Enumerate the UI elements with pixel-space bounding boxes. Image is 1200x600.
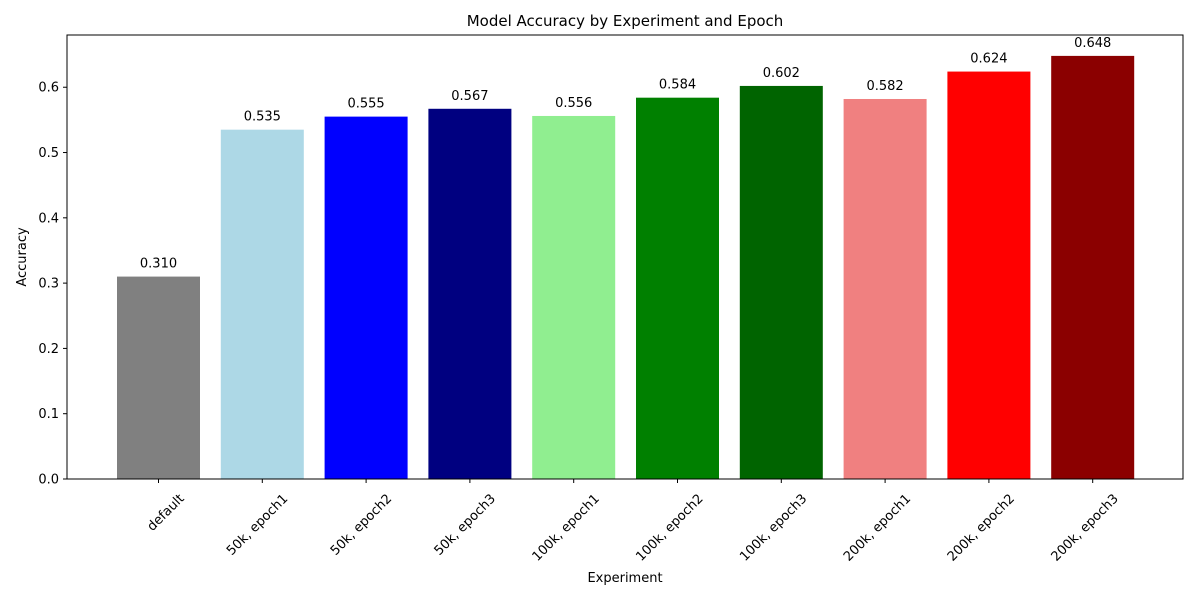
bars-group	[117, 55, 1135, 480]
y-tick-label: 0.6	[38, 81, 59, 96]
bar-value-label: 0.310	[140, 257, 177, 272]
bar-value-label: 0.582	[866, 79, 903, 94]
bar	[324, 116, 408, 479]
value-labels-group: 0.310 0.535 0.555 0.567 0.556 0.584 0.602 0.582…	[140, 36, 1111, 272]
x-axis-title: Experiment	[587, 571, 662, 586]
bar	[843, 98, 927, 480]
bar	[220, 129, 304, 480]
x-tick-label: 50k, epoch1	[224, 491, 291, 558]
x-tick-label: 100k, epoch2	[633, 491, 706, 564]
y-tick-label: 0.1	[38, 407, 59, 422]
y-tick-label: 0.4	[38, 211, 59, 226]
x-tick-label: 100k, epoch1	[530, 491, 603, 564]
bar	[947, 71, 1031, 480]
bar-value-label: 0.567	[451, 89, 488, 104]
x-tick-label: 50k, epoch3	[432, 491, 499, 558]
bar-value-label: 0.648	[1074, 36, 1111, 51]
bar	[532, 115, 616, 479]
y-axis-title: Accuracy	[15, 227, 30, 287]
bar-value-label: 0.584	[659, 78, 696, 93]
bar-value-label: 0.555	[347, 97, 384, 112]
x-tick-label: 100k, epoch3	[737, 491, 810, 564]
bar-value-label: 0.602	[763, 66, 800, 81]
bar	[636, 97, 719, 480]
bar	[1051, 55, 1135, 480]
bar-value-label: 0.624	[970, 52, 1007, 67]
x-tick-label: 200k, epoch2	[945, 491, 1018, 564]
x-tick-label: default	[145, 491, 188, 534]
chart-title: Model Accuracy by Experiment and Epoch	[467, 12, 784, 30]
x-axis: default 50k, epoch1 50k, epoch2 50k, epoch3…	[145, 479, 1122, 565]
bar	[428, 108, 512, 480]
y-axis: 0.0 0.1 0.2 0.3 0.4 0.5 0.6	[38, 81, 67, 488]
y-tick-label: 0.5	[38, 146, 59, 161]
y-tick-label: 0.3	[38, 277, 59, 292]
x-tick-label: 200k, epoch3	[1049, 491, 1122, 564]
plot-frame	[66, 34, 1184, 480]
y-tick-label: 0.0	[38, 473, 59, 488]
x-tick-label: 200k, epoch1	[841, 491, 914, 564]
x-tick-label: 50k, epoch2	[328, 491, 395, 558]
bar	[739, 85, 823, 479]
y-tick-label: 0.2	[38, 342, 59, 357]
bar-value-label: 0.535	[244, 110, 281, 125]
bar-value-label: 0.556	[555, 96, 592, 111]
bar	[117, 276, 200, 479]
